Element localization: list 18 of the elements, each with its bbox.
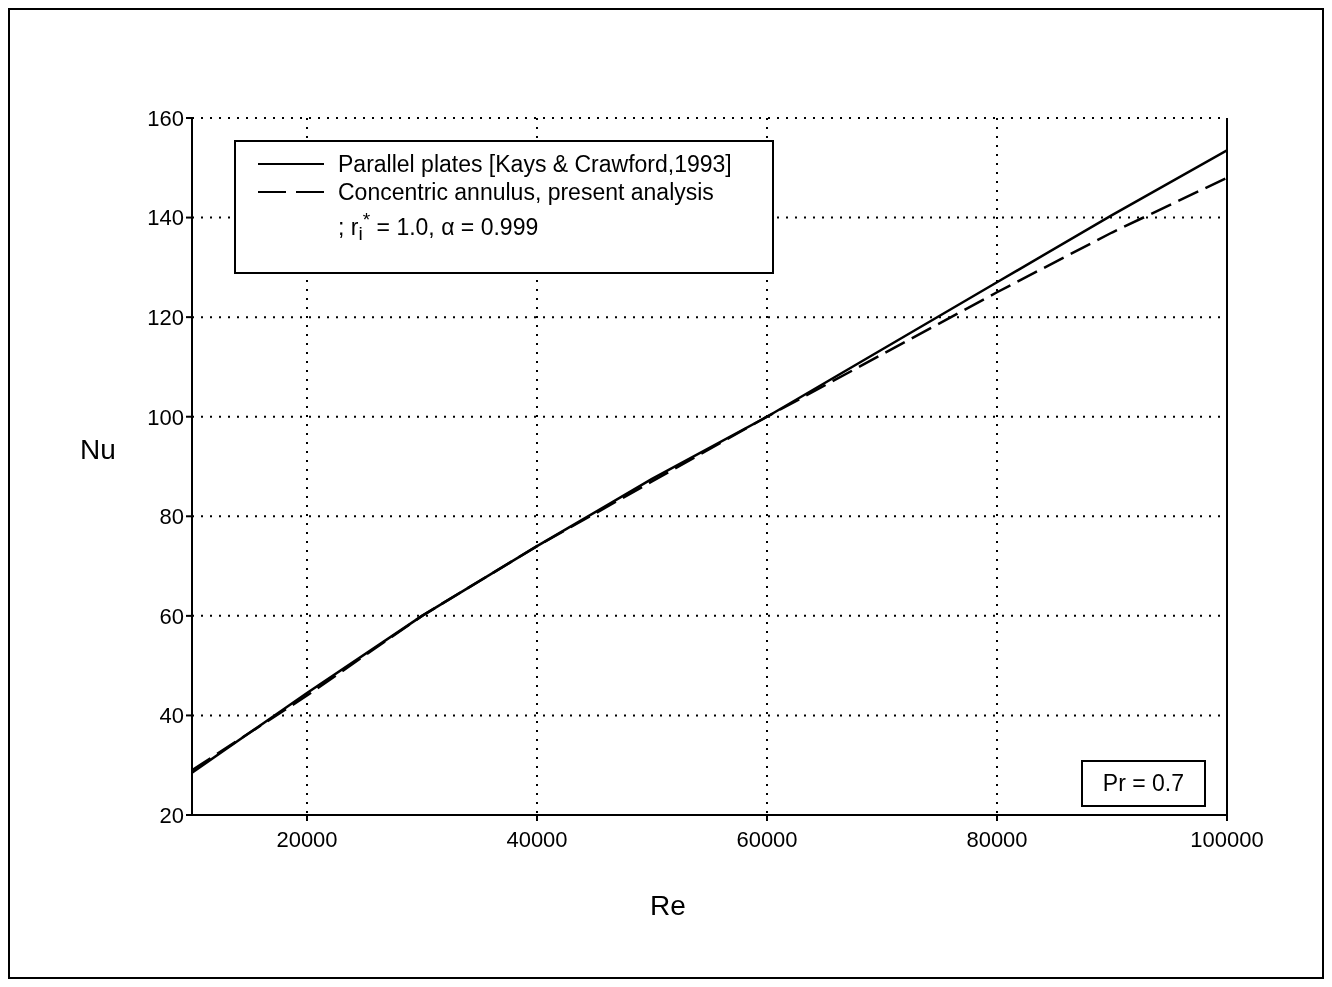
- y-tick-label: 40: [159, 703, 184, 729]
- y-axis-title: Nu: [80, 434, 116, 466]
- y-tick-label: 80: [159, 504, 184, 530]
- legend-label: Parallel plates [Kays & Crawford,1993]: [338, 150, 732, 178]
- x-tick-label: 100000: [1190, 826, 1264, 852]
- legend-label: Concentric annulus, present analysis ; r$_{i}$$^{*}$ = 1.0, α = 0.999: [338, 178, 714, 247]
- x-axis-title: Re: [649, 890, 687, 922]
- y-tick-label: 60: [159, 603, 184, 629]
- x-tick-label: 20000: [276, 826, 338, 852]
- x-tick-label: 80000: [966, 826, 1028, 852]
- annotation: Pr = 0.7: [1080, 760, 1206, 807]
- y-tick-label: 100: [147, 404, 184, 430]
- y-tick-label: 160: [147, 105, 184, 131]
- y-tick-label: 140: [147, 205, 184, 231]
- x-tick-label: 60000: [736, 826, 798, 852]
- y-tick-label: 20: [159, 802, 184, 828]
- x-tick-label: 40000: [506, 826, 568, 852]
- y-tick-label: 120: [147, 304, 184, 330]
